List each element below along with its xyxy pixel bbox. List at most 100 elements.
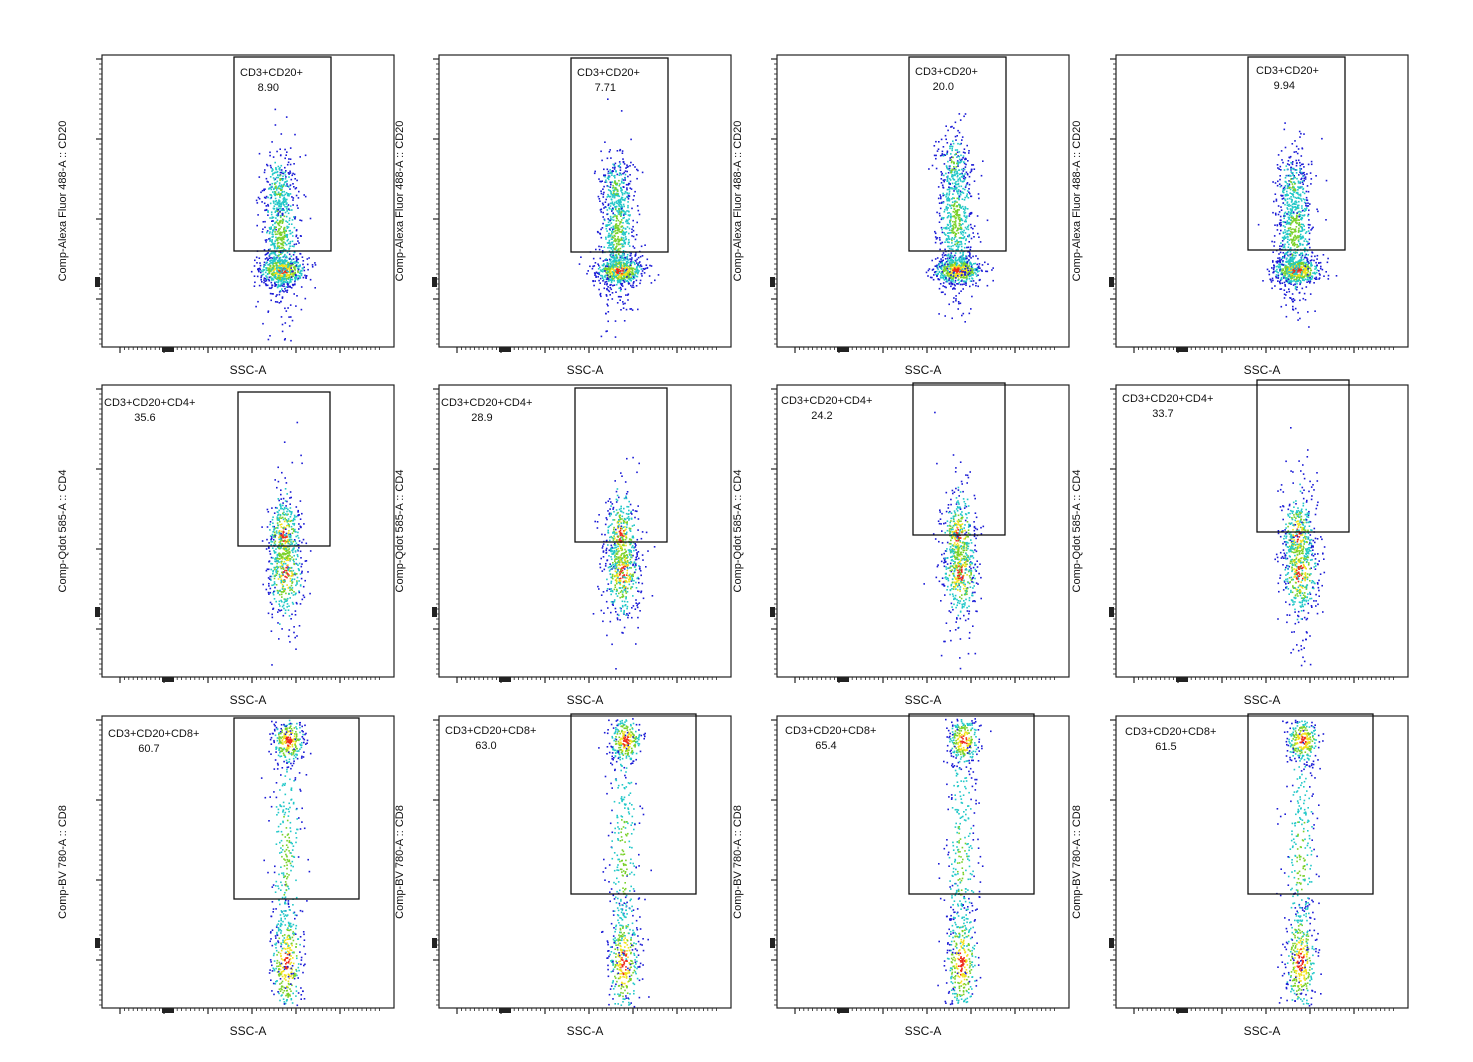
event-dot [286,291,288,293]
event-dot [1279,225,1282,227]
event-dot [954,279,957,282]
y-axis-ticks [95,58,102,345]
event-dot [278,174,281,177]
event-dot [280,316,283,318]
event-dot [288,253,291,256]
gate-box[interactable] [570,57,669,253]
event-dot [636,168,638,171]
event-dot [279,169,281,171]
event-dot [1310,278,1313,280]
event-dot [1292,305,1294,308]
event-dot [268,278,270,281]
event-dot [622,192,624,195]
event-dot [949,223,952,225]
event-dot [944,254,947,256]
event-dot [632,219,634,222]
event-dot [299,253,302,255]
event-dot [967,197,970,199]
event-dot [951,187,953,189]
event-dot [1304,269,1306,272]
event-dot [953,200,956,203]
event-dot [944,270,946,272]
event-dot [623,254,625,257]
event-dot [1274,224,1276,226]
event-dot [281,178,283,181]
event-dot [282,236,284,238]
event-dot [620,259,622,261]
event-dot [281,282,284,284]
event-dot [948,204,951,206]
event-dot [274,285,276,287]
event-dot [971,266,974,269]
event-dot [1299,271,1302,274]
event-dot [290,259,293,261]
event-dot [949,213,952,215]
event-dot [633,262,636,264]
event-dot [1321,268,1324,271]
event-dot [267,258,269,261]
event-dot [952,269,954,271]
gate-box[interactable] [233,56,332,252]
event-dot [1292,266,1294,268]
event-dot [940,182,943,184]
event-dot [294,265,296,268]
event-dot [975,273,977,275]
event-dot [268,257,271,259]
event-dot [607,270,609,273]
event-dot [628,271,631,273]
event-dot [258,152,261,155]
event-dot [616,210,618,212]
event-dot [278,302,281,304]
event-dot [968,275,971,278]
event-dot [274,231,276,233]
event-dot [621,197,624,199]
event-dot [1298,269,1301,271]
event-dot [309,278,312,281]
event-dot [277,228,280,230]
event-dot [283,227,285,230]
event-dot [1278,260,1281,263]
event-dot [610,202,612,205]
event-dot [965,279,968,281]
event-dot [960,161,962,163]
event-dot [599,269,602,271]
event-dot [281,288,283,290]
gate-box[interactable] [908,56,1007,252]
event-dot [612,219,615,221]
event-dot [1311,276,1314,279]
event-dot [628,265,630,268]
event-dot [962,276,965,279]
event-dot [278,247,281,249]
event-dot [289,268,291,271]
event-dot [1294,275,1297,277]
event-dot [961,168,963,171]
event-dot [613,264,615,266]
event-dot [269,239,271,241]
event-dot [943,232,945,234]
event-dot [598,288,600,291]
event-dot [618,287,620,290]
event-dot [264,197,267,199]
event-dot [962,151,965,154]
event-dot [287,284,289,286]
event-dot [285,215,288,218]
event-dot [961,280,963,282]
event-dot [629,187,632,189]
event-dot [620,110,623,112]
event-dot [278,200,281,203]
event-dot [314,262,316,264]
event-dot [1290,253,1293,255]
event-dot [965,274,968,277]
event-dot [253,265,256,267]
event-dot [275,236,277,239]
event-dot [289,273,292,276]
event-dot [963,229,965,232]
event-dot [943,227,945,229]
event-dot [272,191,274,193]
event-dot [1297,265,1300,267]
event-dot [598,245,600,248]
event-dot [1297,271,1299,273]
event-dot [951,248,954,251]
event-dot [954,173,956,176]
event-dot [285,243,288,246]
